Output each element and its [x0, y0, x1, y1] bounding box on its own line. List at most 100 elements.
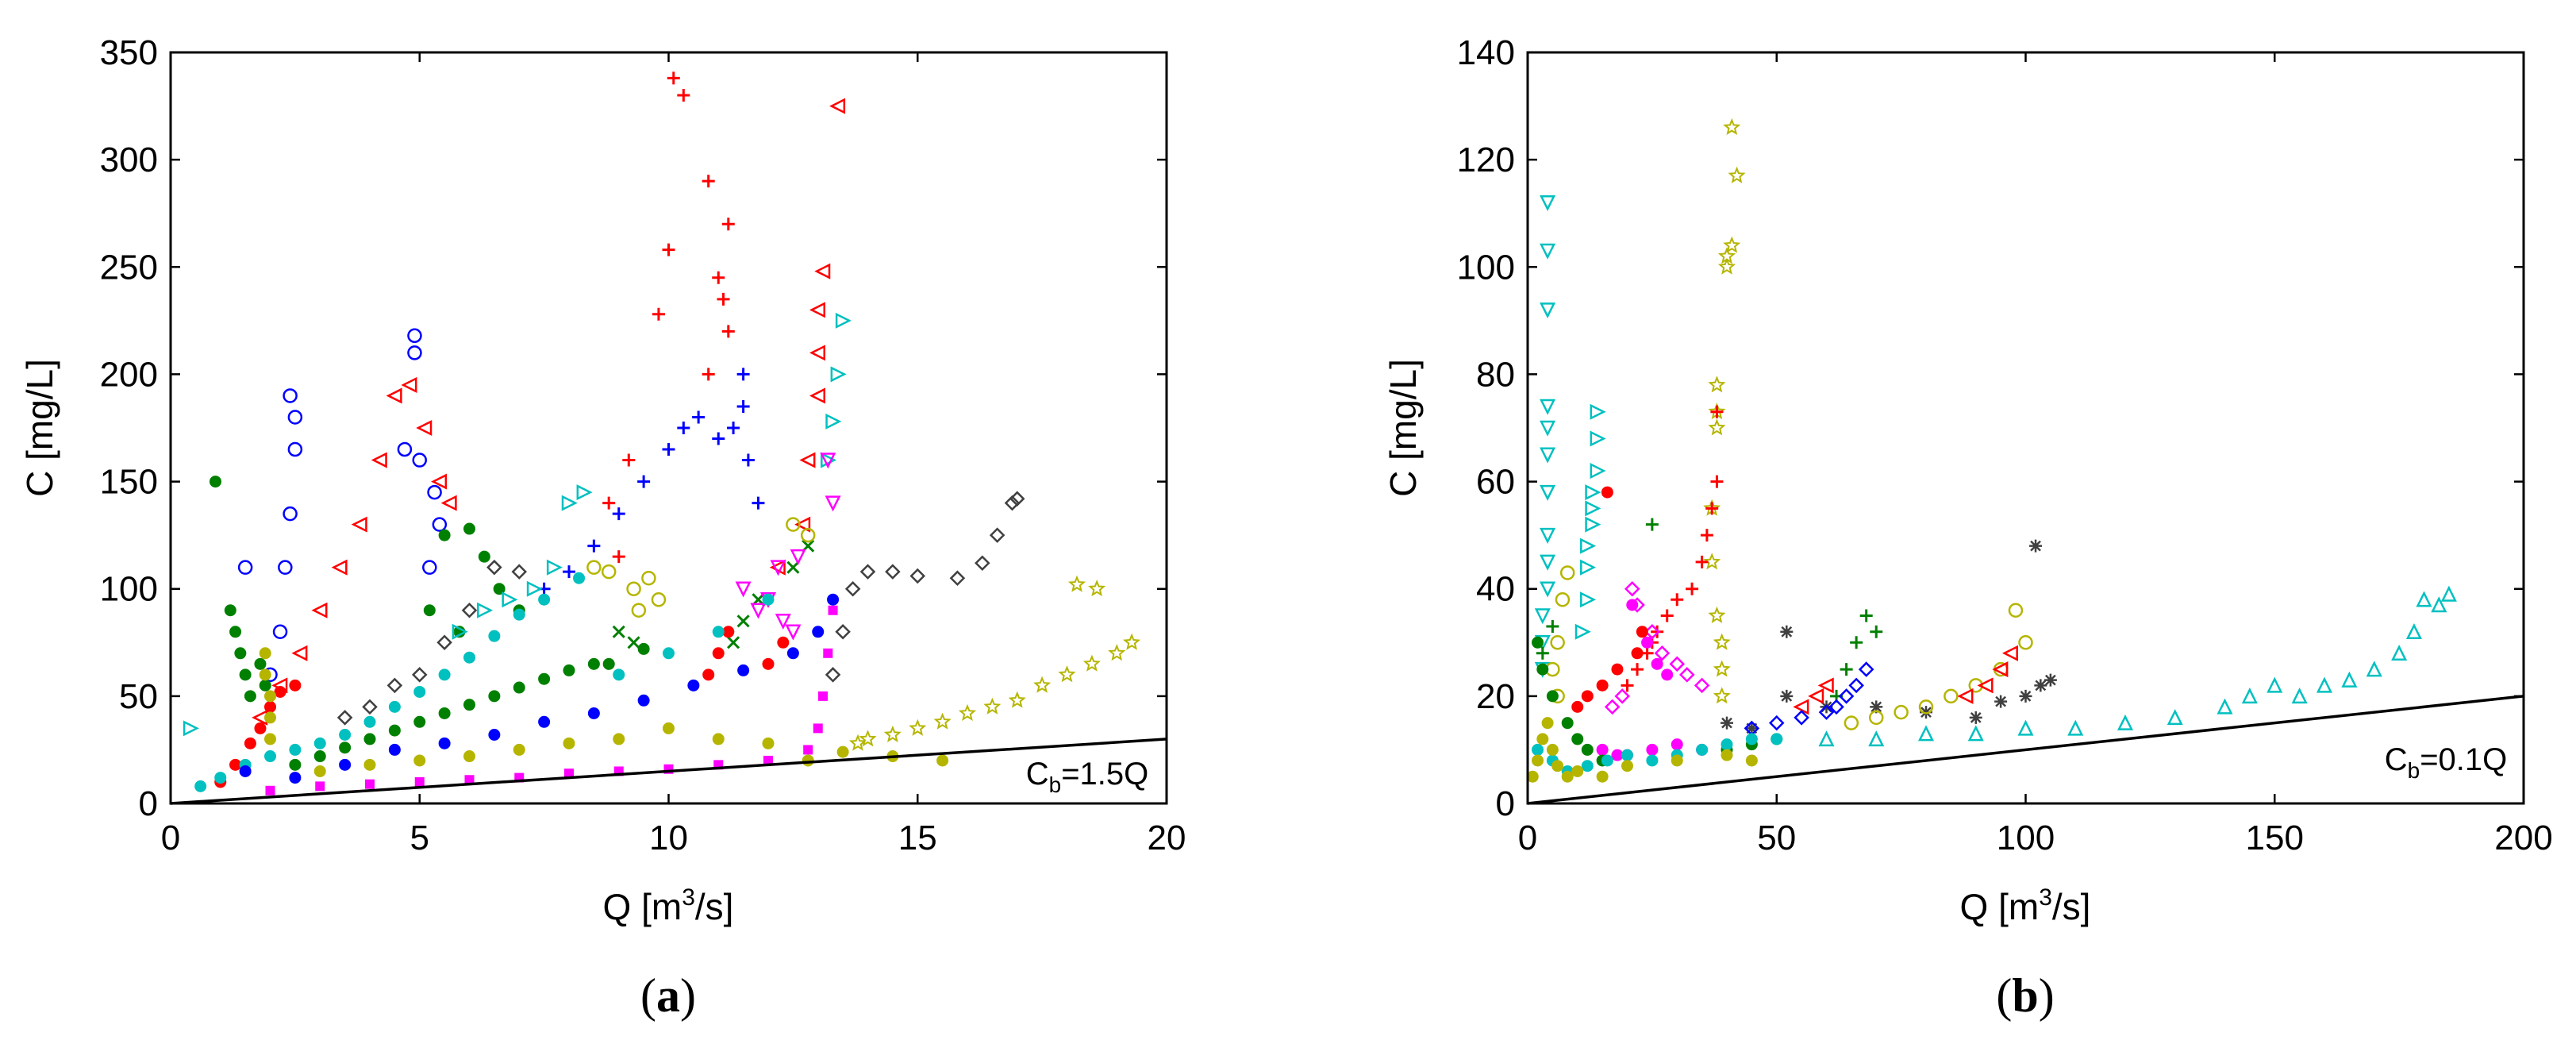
chart-a-point-cyan-triangles-right-4: [502, 591, 518, 608]
chart-a-point-olive-dots-16: [836, 745, 849, 758]
chart-b-point-red-triangles-left-6: [1957, 688, 1974, 704]
chart-a-point-magenta-squares-3: [414, 776, 425, 787]
chart-b-point-olive-stars-13: [1713, 687, 1731, 704]
chart-b-point-olive-dots-12: [1745, 754, 1758, 767]
chart-a-point-blue-dots-6: [538, 715, 551, 728]
chart-b-point-red-dots-2: [1631, 647, 1644, 660]
chart-a-y-tick-label-1: 50: [119, 677, 158, 716]
chart-a-point-magenta-squares-0: [265, 785, 275, 796]
chart-b-point-cyan-triangles-up-16: [2405, 622, 2422, 640]
chart-b-ticks: 0 50 100 150 200 0 20 40 60 80 100 120 140: [1457, 33, 2553, 857]
chart-b-baseline-label-sub: b: [2408, 758, 2420, 783]
chart-b-point-cyan-triangles-up-6: [2117, 714, 2134, 730]
chart-a-point-green-dots-2-12: [587, 657, 600, 670]
chart-a-y-tick-label-5: 250: [100, 248, 158, 287]
chart-a-point-magenta-squares-15: [828, 605, 838, 615]
chart-b-y-tick-label-7: 140: [1457, 33, 1515, 72]
chart-b-point-olive-circles-5: [1918, 699, 1934, 715]
chart-b-x-tick-label-1: 50: [1757, 819, 1796, 857]
chart-a-point-black-diamonds-15: [1004, 495, 1021, 511]
chart-b-point-cyan-triangles-right-6: [1580, 537, 1597, 554]
chart-b-point-magenta-dots-0: [1626, 599, 1639, 611]
chart-a-point-blue-circles-10: [397, 441, 413, 457]
chart-b-point-cyan-triangles-up-14: [2366, 661, 2382, 677]
chart-a-point-black-diamonds-17: [835, 624, 851, 640]
chart-b-point-olive-circles-7: [1869, 710, 1884, 726]
chart-b-baseline-label-main: C: [2385, 742, 2408, 777]
chart-a-point-olive-dots-4: [264, 733, 276, 745]
chart-b-point-cyan-triangles-up-4: [2017, 719, 2034, 736]
chart-a-point-olive-stars-1: [1088, 580, 1106, 597]
chart-b-point-cyan-triangles-up-15: [2391, 645, 2408, 661]
chart-a-point-olive-dots-5: [313, 765, 326, 777]
chart-a-point-black-diamonds-2: [386, 677, 403, 694]
chart-a-point-olive-stars-4: [1082, 654, 1101, 672]
chart-b-point-blue-diamonds-6: [1848, 677, 1864, 694]
chart-a-point-olive-circles-0: [586, 560, 602, 575]
chart-a-point-red-plus-10: [622, 453, 636, 467]
chart-b-point-blue-diamonds-2: [1794, 710, 1809, 726]
chart-b-y-tick-label-4: 80: [1476, 355, 1515, 394]
chart-b-x-tick-label-2: 100: [1997, 819, 2055, 857]
chart-a-point-green-dots-2-8: [488, 690, 501, 703]
chart-b-point-red-triangles-left-1: [1808, 688, 1824, 704]
chart-b-point-red-plus-0: [1710, 405, 1724, 418]
chart-a-point-cyan-dots-17: [663, 647, 675, 660]
chart-b-point-red-dots-6: [1571, 700, 1584, 713]
chart-a-point-olive-circles-7: [800, 527, 816, 543]
chart-a-point-magenta-squares-4: [464, 775, 475, 785]
chart-b-point-olive-dots-5: [1551, 760, 1564, 772]
chart-a-point-olive-circles-2: [626, 581, 641, 596]
chart-b-point-olive-dots-1: [1532, 754, 1544, 767]
chart-b-point-red-triangles-left-3: [2001, 645, 2018, 661]
chart-a-x-tick-label-2: 10: [649, 819, 688, 857]
chart-b-point-olive-circles-8: [1844, 715, 1859, 730]
chart-b-point-black-asterisks-2: [1780, 689, 1794, 703]
chart-b-x-tick-label-3: 150: [2246, 819, 2304, 857]
chart-b-x-label: Q [m3/s]: [1960, 884, 2091, 927]
chart-a-y-tick-label-0: 0: [139, 784, 158, 823]
chart-a-point-olive-stars-2: [1122, 633, 1141, 650]
chart-a-point-black-diamonds-14: [989, 527, 1005, 543]
chart-a-point-red-plus-9: [702, 368, 715, 381]
chart-a-point-blue-circles-1: [283, 388, 298, 403]
chart-a-point-green-dots-2-7: [463, 699, 475, 711]
chart-b-point-cyan-dots-0: [1532, 743, 1544, 756]
chart-a-point-red-plus-6: [717, 292, 730, 306]
chart-a-point-olive-dots-3: [264, 711, 276, 724]
chart-b-point-cyan-dots-3: [1581, 760, 1594, 772]
chart-a-point-red-plus-12: [612, 550, 625, 564]
chart-b-point-green-plus-6: [1546, 620, 1559, 634]
chart-b-point-magenta-diamonds-0: [1624, 580, 1640, 597]
chart-b-point-olive-dots-4: [1546, 743, 1559, 756]
chart-b-point-cyan-dots-8: [1696, 743, 1709, 756]
chart-b-point-olive-circles-4: [1944, 688, 1959, 704]
chart-b-point-red-triangles-left-5: [1977, 677, 1994, 694]
chart-b-point-olive-stars-7: [1708, 418, 1726, 436]
chart-a-point-cyan-triangles-right-11: [183, 720, 199, 737]
chart-a-point-green-dots-2-10: [538, 672, 551, 685]
chart-a-point-blue-dots-0: [239, 765, 252, 777]
chart-a-point-olive-dots-11: [613, 733, 625, 745]
chart-a-point-magenta-squares-2: [365, 779, 375, 789]
chart-b-point-green-dots-1: [1536, 663, 1549, 676]
chart-a-point-red-plus-2: [702, 175, 715, 188]
chart-b-point-olive-dots-7: [1571, 765, 1584, 777]
chart-a-point-magenta-squares-10: [763, 755, 773, 765]
chart-b-point-cyan-triangles-right-3: [1585, 484, 1601, 501]
chart-a-point-blue-circles-4: [283, 506, 298, 522]
chart-a-point-red-dots-7: [702, 668, 715, 681]
chart-b-point-cyan-triangles-down-0: [1540, 195, 1556, 211]
chart-a-point-cyan-dots-7: [363, 715, 376, 728]
chart-a-point-red-plus-0: [667, 71, 680, 85]
chart-a-point-magenta-triangles-down-4: [785, 624, 802, 641]
chart-b-point-cyan-triangles-up-5: [2067, 719, 2084, 736]
chart-b-point-cyan-dots-6: [1646, 754, 1659, 767]
chart-b-point-cyan-triangles-right-8: [1580, 591, 1597, 608]
chart-a-point-red-dots-6: [289, 679, 302, 692]
chart-b-point-olive-dots-2: [1536, 733, 1549, 745]
chart-a-point-olive-dots-7: [413, 754, 426, 767]
chart-b-y-tick-label-6: 120: [1457, 141, 1515, 179]
caption-a-open: (: [640, 969, 656, 1022]
chart-a-point-olive-stars-7: [1008, 691, 1026, 708]
